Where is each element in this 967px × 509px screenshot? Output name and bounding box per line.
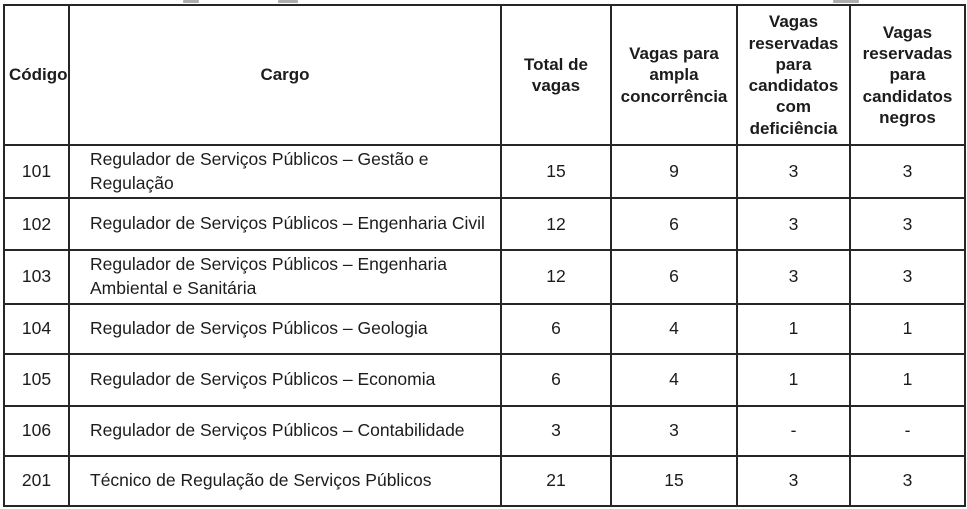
table-row: 106 Regulador de Serviços Públicos – Con… bbox=[3, 404, 966, 457]
cell-total-vagas: 12 bbox=[500, 249, 612, 305]
cell-candidatos-negros: 1 bbox=[849, 352, 966, 407]
column-header-total-de-vagas: Total de vagas bbox=[500, 4, 612, 146]
header-row: Código Cargo Total de vagas Vagas para a… bbox=[3, 4, 966, 146]
table-row: 104 Regulador de Serviços Públicos – Geo… bbox=[3, 302, 966, 355]
vacancies-table: Código Cargo Total de vagas Vagas para a… bbox=[3, 4, 966, 507]
cell-codigo: 104 bbox=[3, 302, 70, 355]
table-row: 201 Técnico de Regulação de Serviços Púb… bbox=[3, 454, 966, 507]
cell-candidatos-negros: 3 bbox=[849, 249, 966, 305]
cell-codigo: 201 bbox=[3, 454, 70, 507]
table-row: 102 Regulador de Serviços Públicos – Eng… bbox=[3, 197, 966, 252]
cell-candidatos-com-deficiencia: 1 bbox=[736, 352, 851, 407]
cargo-text: Regulador de Serviços Públicos – Geologi… bbox=[90, 317, 428, 338]
cell-candidatos-com-deficiencia: 3 bbox=[736, 197, 851, 252]
table-row: 105 Regulador de Serviços Públicos – Eco… bbox=[3, 352, 966, 407]
cropped-text-fragment bbox=[278, 0, 298, 3]
cell-codigo: 106 bbox=[3, 404, 70, 457]
column-header-candidatos-com-deficiencia: Vagas reservadas para candidatos com def… bbox=[736, 4, 851, 146]
cell-ampla-concorrencia: 15 bbox=[610, 454, 738, 507]
cell-candidatos-com-deficiencia: 3 bbox=[736, 143, 851, 200]
cell-cargo: Regulador de Serviços Públicos – Contabi… bbox=[68, 404, 502, 457]
cell-ampla-concorrencia: 6 bbox=[610, 197, 738, 252]
cell-cargo: Regulador de Serviços Públicos – Geologi… bbox=[68, 302, 502, 355]
cell-total-vagas: 6 bbox=[500, 302, 612, 355]
cell-candidatos-negros: - bbox=[849, 404, 966, 457]
cell-ampla-concorrencia: 4 bbox=[610, 352, 738, 407]
cell-codigo: 103 bbox=[3, 249, 70, 305]
cell-cargo: Técnico de Regulação de Serviços Público… bbox=[68, 454, 502, 507]
table-header: Código Cargo Total de vagas Vagas para a… bbox=[3, 4, 966, 146]
cell-candidatos-com-deficiencia: 3 bbox=[736, 454, 851, 507]
cell-cargo: Regulador de Serviços Públicos – Engenha… bbox=[68, 197, 502, 252]
cell-cargo: Regulador de Serviços Públicos – Gestão … bbox=[68, 143, 502, 200]
cargo-text: Regulador de Serviços Públicos – Engenha… bbox=[90, 213, 485, 234]
cell-cargo: Regulador de Serviços Públicos – Engenha… bbox=[68, 249, 502, 305]
cargo-text: Regulador de Serviços Públicos – Contabi… bbox=[90, 419, 465, 440]
cell-ampla-concorrencia: 9 bbox=[610, 143, 738, 200]
cell-total-vagas: 12 bbox=[500, 197, 612, 252]
column-header-ampla-concorrencia: Vagas para ampla concorrência bbox=[610, 4, 738, 146]
cell-total-vagas: 21 bbox=[500, 454, 612, 507]
cell-candidatos-negros: 3 bbox=[849, 197, 966, 252]
cell-total-vagas: 3 bbox=[500, 404, 612, 457]
column-header-cargo: Cargo bbox=[68, 4, 502, 146]
cell-ampla-concorrencia: 4 bbox=[610, 302, 738, 355]
cell-candidatos-negros: 1 bbox=[849, 302, 966, 355]
cell-cargo: Regulador de Serviços Públicos – Economi… bbox=[68, 352, 502, 407]
column-header-codigo: Código bbox=[3, 4, 70, 146]
cropped-text-fragment bbox=[0, 0, 967, 4]
cargo-text: Regulador de Serviços Públicos – Engenha… bbox=[90, 254, 448, 298]
cell-candidatos-com-deficiencia: 3 bbox=[736, 249, 851, 305]
cell-candidatos-com-deficiencia: - bbox=[736, 404, 851, 457]
cell-candidatos-negros: 3 bbox=[849, 143, 966, 200]
cell-total-vagas: 15 bbox=[500, 143, 612, 200]
cargo-text: Regulador de Serviços Públicos – Economi… bbox=[90, 368, 436, 389]
cell-total-vagas: 6 bbox=[500, 352, 612, 407]
cargo-text: Regulador de Serviços Públicos – Gestão … bbox=[90, 149, 429, 193]
cropped-text-fragment bbox=[183, 0, 199, 3]
cell-codigo: 102 bbox=[3, 197, 70, 252]
cell-candidatos-negros: 3 bbox=[849, 454, 966, 507]
cargo-text: Técnico de Regulação de Serviços Público… bbox=[90, 469, 432, 490]
table-row: 101 Regulador de Serviços Públicos – Ges… bbox=[3, 143, 966, 200]
cell-ampla-concorrencia: 6 bbox=[610, 249, 738, 305]
cropped-text-fragment bbox=[833, 0, 859, 3]
cell-candidatos-com-deficiencia: 1 bbox=[736, 302, 851, 355]
cell-codigo: 105 bbox=[3, 352, 70, 407]
table-row: 103 Regulador de Serviços Públicos – Eng… bbox=[3, 249, 966, 305]
cell-codigo: 101 bbox=[3, 143, 70, 200]
cell-ampla-concorrencia: 3 bbox=[610, 404, 738, 457]
column-header-candidatos-negros: Vagas reservadas para candidatos negros bbox=[849, 4, 966, 146]
table-body: 101 Regulador de Serviços Públicos – Ges… bbox=[3, 143, 966, 507]
